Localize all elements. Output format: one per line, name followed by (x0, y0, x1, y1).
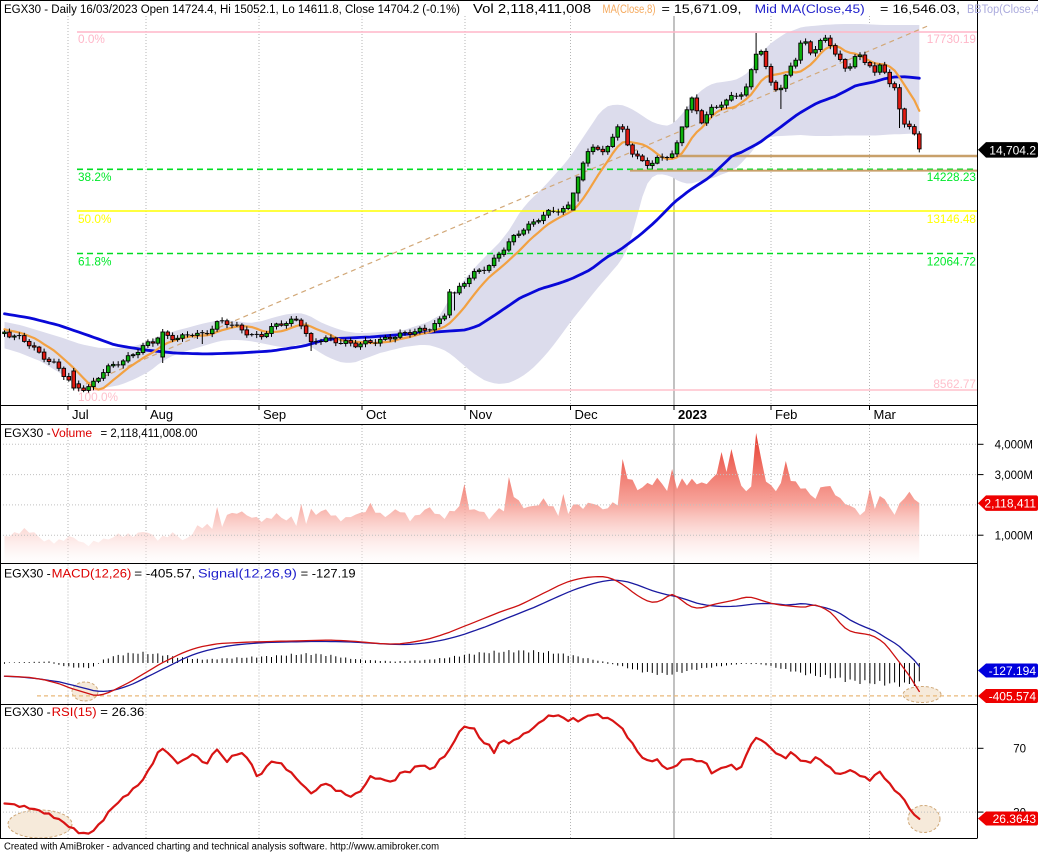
svg-text:-127.194: -127.194 (989, 664, 1037, 678)
svg-text:50.0%: 50.0% (78, 212, 112, 226)
svg-text:14228.23: 14228.23 (927, 170, 977, 184)
svg-text:= 26.36: = 26.36 (100, 705, 144, 719)
svg-text:= -127.19: = -127.19 (301, 567, 356, 581)
svg-text:2023: 2023 (678, 407, 707, 422)
svg-text:Signal(12,26,9): Signal(12,26,9) (198, 567, 297, 581)
svg-text:Mar: Mar (874, 407, 897, 422)
svg-text:Jul: Jul (72, 407, 89, 422)
svg-text:MACD(12,26): MACD(12,26) (52, 567, 132, 581)
svg-text:1,000M: 1,000M (995, 530, 1033, 542)
svg-text:12064.72: 12064.72 (927, 255, 976, 269)
svg-text:= 2,118,411,008.00: = 2,118,411,008.00 (101, 426, 198, 440)
svg-text:2,118,411: 2,118,411 (984, 497, 1036, 511)
svg-text:70: 70 (1013, 744, 1026, 756)
svg-text:RSI(15): RSI(15) (52, 705, 97, 719)
svg-text:Aug: Aug (150, 407, 173, 422)
svg-text:100.0%: 100.0% (78, 390, 119, 404)
svg-text:38.2%: 38.2% (78, 170, 112, 184)
svg-text:4,000M: 4,000M (995, 440, 1033, 452)
svg-text:-405.574: -405.574 (989, 690, 1037, 704)
svg-text:EGX30 -: EGX30 - (4, 567, 51, 581)
svg-text:EGX30 - Daily 16/03/2023 Open: EGX30 - Daily 16/03/2023 Open 14724.4, H… (4, 2, 460, 16)
svg-text:BBTop(Close,45,2: BBTop(Close,45,2 (967, 2, 1038, 16)
svg-text:17730.19: 17730.19 (927, 32, 976, 46)
svg-text:Vol 2,118,411,008: Vol 2,118,411,008 (473, 1, 591, 16)
svg-text:Feb: Feb (775, 407, 797, 422)
svg-text:Volume: Volume (52, 426, 93, 440)
svg-text:= 15,671.09,: = 15,671.09, (662, 2, 742, 16)
svg-text:EGX30 -: EGX30 - (4, 705, 51, 719)
svg-text:= 16,546.03,: = 16,546.03, (880, 2, 960, 16)
svg-text:= -405.57,: = -405.57, (134, 567, 195, 581)
svg-text:3,000M: 3,000M (995, 470, 1033, 482)
svg-text:Dec: Dec (575, 407, 599, 422)
svg-text:13146.48: 13146.48 (927, 212, 977, 226)
svg-text:14,704.2: 14,704.2 (989, 143, 1036, 157)
svg-text:Mid MA(Close,45): Mid MA(Close,45) (755, 2, 865, 16)
svg-text:Created with AmiBroker - advan: Created with AmiBroker - advanced charti… (4, 842, 439, 853)
svg-text:Sep: Sep (263, 407, 286, 422)
svg-text:Nov: Nov (469, 407, 493, 422)
svg-text:0.0%: 0.0% (78, 32, 105, 46)
svg-text:EGX30 -: EGX30 - (4, 426, 51, 440)
svg-text:MA(Close,8): MA(Close,8) (603, 2, 656, 16)
svg-text:Oct: Oct (366, 407, 387, 422)
svg-text:26.3643: 26.3643 (993, 812, 1037, 826)
svg-text:8562.77: 8562.77 (933, 377, 976, 391)
svg-text:61.8%: 61.8% (78, 255, 112, 269)
